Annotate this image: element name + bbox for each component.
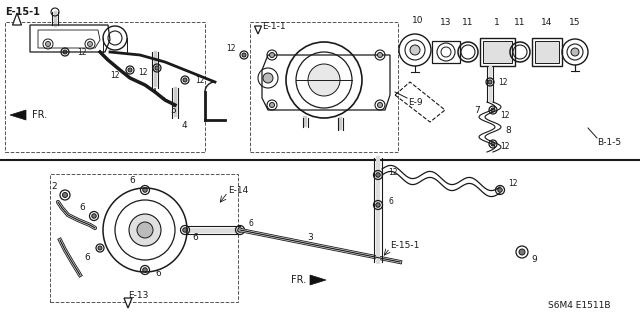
Text: 15: 15 bbox=[569, 18, 580, 27]
Text: 14: 14 bbox=[541, 18, 553, 27]
Text: 11: 11 bbox=[515, 18, 525, 27]
Bar bbox=[532, 38, 562, 66]
Text: 13: 13 bbox=[440, 18, 452, 27]
Circle shape bbox=[488, 80, 492, 84]
Text: E-9: E-9 bbox=[408, 98, 422, 107]
Text: B-1-5: B-1-5 bbox=[597, 138, 621, 147]
Text: 6: 6 bbox=[192, 233, 198, 242]
Circle shape bbox=[129, 214, 161, 246]
Circle shape bbox=[45, 42, 51, 46]
Polygon shape bbox=[255, 26, 262, 34]
Text: E-14: E-14 bbox=[228, 186, 248, 195]
Polygon shape bbox=[13, 13, 22, 25]
Text: 12: 12 bbox=[388, 167, 397, 177]
Circle shape bbox=[237, 228, 243, 232]
Circle shape bbox=[378, 102, 383, 108]
Text: 12: 12 bbox=[111, 70, 120, 79]
Circle shape bbox=[92, 214, 96, 218]
Text: 6: 6 bbox=[79, 203, 85, 212]
Circle shape bbox=[88, 42, 93, 46]
Circle shape bbox=[128, 68, 132, 72]
Bar bbox=[5, 22, 205, 152]
Bar bbox=[50, 174, 238, 302]
Text: 9: 9 bbox=[531, 254, 537, 263]
Polygon shape bbox=[10, 110, 26, 120]
Text: 12: 12 bbox=[508, 179, 518, 188]
Circle shape bbox=[137, 222, 153, 238]
Text: 2: 2 bbox=[51, 181, 57, 190]
Text: 4: 4 bbox=[182, 121, 188, 130]
Text: E-15-1: E-15-1 bbox=[5, 7, 40, 17]
Text: E-13: E-13 bbox=[128, 292, 148, 300]
Polygon shape bbox=[310, 275, 326, 285]
Text: FR.: FR. bbox=[32, 110, 47, 120]
Bar bbox=[432, 41, 460, 63]
Circle shape bbox=[491, 108, 495, 112]
Circle shape bbox=[183, 228, 188, 232]
Text: 6: 6 bbox=[388, 197, 393, 206]
Polygon shape bbox=[124, 298, 132, 308]
Bar bbox=[535, 41, 559, 63]
Text: FR.: FR. bbox=[291, 275, 306, 285]
Text: 6: 6 bbox=[155, 268, 161, 277]
Bar bbox=[483, 41, 512, 63]
Circle shape bbox=[155, 66, 159, 70]
Circle shape bbox=[519, 249, 525, 255]
Circle shape bbox=[143, 188, 147, 192]
Circle shape bbox=[269, 52, 275, 58]
Text: 12: 12 bbox=[138, 68, 148, 76]
Text: 12: 12 bbox=[227, 44, 236, 52]
Circle shape bbox=[63, 193, 67, 197]
Text: 12: 12 bbox=[500, 110, 509, 119]
Text: 3: 3 bbox=[307, 234, 313, 243]
Circle shape bbox=[63, 50, 67, 54]
Circle shape bbox=[269, 102, 275, 108]
Circle shape bbox=[183, 78, 187, 82]
Circle shape bbox=[498, 188, 502, 192]
Text: E-1-1: E-1-1 bbox=[262, 21, 285, 30]
Text: 10: 10 bbox=[412, 15, 424, 25]
Text: 12: 12 bbox=[500, 141, 509, 150]
Text: 6: 6 bbox=[248, 219, 253, 228]
Text: 6: 6 bbox=[84, 252, 90, 261]
Text: 8: 8 bbox=[505, 125, 511, 134]
Circle shape bbox=[263, 73, 273, 83]
Text: 12: 12 bbox=[195, 76, 205, 84]
Circle shape bbox=[491, 142, 495, 146]
Circle shape bbox=[410, 45, 420, 55]
Circle shape bbox=[378, 52, 383, 58]
Circle shape bbox=[98, 246, 102, 250]
Circle shape bbox=[376, 173, 380, 177]
Text: 12: 12 bbox=[77, 47, 86, 57]
Text: S6M4 E1511B: S6M4 E1511B bbox=[548, 301, 611, 310]
Circle shape bbox=[242, 53, 246, 57]
Bar bbox=[250, 22, 398, 152]
Text: 6: 6 bbox=[129, 175, 135, 185]
Circle shape bbox=[308, 64, 340, 96]
Circle shape bbox=[571, 48, 579, 56]
Circle shape bbox=[376, 203, 380, 207]
Text: 1: 1 bbox=[494, 18, 500, 27]
Text: 11: 11 bbox=[462, 18, 474, 27]
Bar bbox=[480, 38, 515, 66]
Text: 7: 7 bbox=[474, 106, 480, 115]
Text: 5: 5 bbox=[170, 106, 176, 115]
Circle shape bbox=[143, 268, 147, 272]
Text: 12: 12 bbox=[498, 77, 508, 86]
Text: E-15-1: E-15-1 bbox=[390, 242, 419, 251]
